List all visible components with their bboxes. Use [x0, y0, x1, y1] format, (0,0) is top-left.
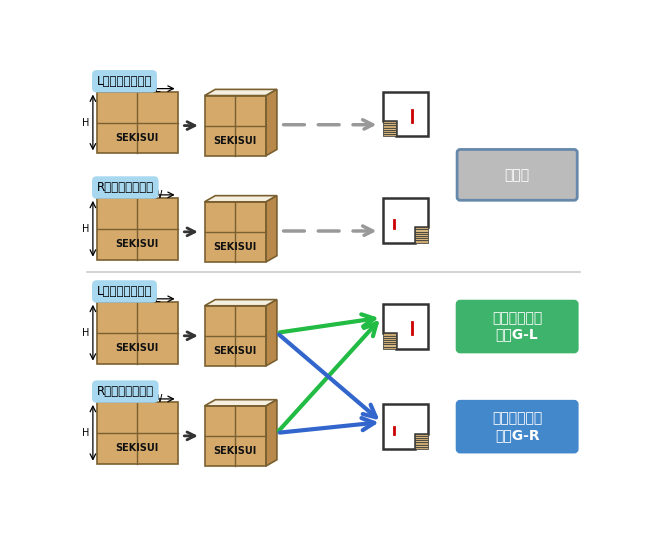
Bar: [383, 347, 396, 349]
Polygon shape: [205, 406, 266, 466]
Polygon shape: [383, 304, 428, 349]
Text: H: H: [83, 224, 90, 234]
Polygon shape: [205, 96, 266, 156]
Bar: [415, 238, 428, 240]
Text: W: W: [153, 394, 162, 404]
Bar: [415, 227, 428, 229]
Polygon shape: [205, 300, 277, 306]
Text: 従来機: 従来機: [504, 168, 530, 182]
Polygon shape: [97, 302, 177, 364]
Polygon shape: [383, 198, 428, 242]
Bar: [383, 130, 396, 132]
Bar: [383, 338, 396, 340]
Text: SEKISUI: SEKISUI: [214, 242, 257, 252]
Bar: [415, 232, 428, 234]
Text: SEKISUI: SEKISUI: [116, 133, 159, 143]
Bar: [383, 342, 396, 345]
Text: SEKISUI: SEKISUI: [214, 346, 257, 356]
FancyBboxPatch shape: [457, 301, 577, 352]
Text: L: L: [155, 294, 160, 304]
Text: SEKISUI: SEKISUI: [116, 443, 159, 453]
Bar: [383, 336, 396, 338]
Bar: [415, 434, 428, 436]
Text: H: H: [83, 428, 90, 438]
Text: L型箱・左起こし: L型箱・左起こし: [97, 75, 152, 88]
FancyBboxPatch shape: [457, 150, 577, 200]
Bar: [383, 123, 396, 126]
FancyBboxPatch shape: [457, 401, 577, 452]
Text: H: H: [83, 328, 90, 338]
Bar: [415, 442, 428, 444]
Text: ワークメイト
２３G-L: ワークメイト ２３G-L: [492, 311, 542, 342]
Polygon shape: [205, 90, 277, 96]
Bar: [383, 134, 396, 136]
Polygon shape: [266, 90, 277, 156]
Text: L: L: [114, 394, 120, 404]
Bar: [415, 444, 428, 447]
Polygon shape: [266, 400, 277, 466]
Bar: [415, 447, 428, 449]
Bar: [383, 334, 396, 336]
Text: SEKISUI: SEKISUI: [116, 239, 159, 249]
Bar: [383, 126, 396, 128]
Bar: [415, 234, 428, 236]
Polygon shape: [97, 198, 177, 259]
Bar: [415, 436, 428, 438]
Text: R型箱・右起こし: R型箱・右起こし: [97, 385, 154, 398]
Text: SEKISUI: SEKISUI: [214, 135, 257, 146]
Polygon shape: [205, 202, 266, 262]
Bar: [415, 229, 428, 232]
Polygon shape: [383, 92, 428, 136]
Text: SEKISUI: SEKISUI: [116, 343, 159, 353]
Bar: [415, 240, 428, 242]
Text: L型箱・左起こし: L型箱・左起こし: [97, 285, 152, 298]
Text: W: W: [153, 190, 162, 200]
Polygon shape: [383, 405, 428, 449]
Bar: [383, 340, 396, 342]
Text: L: L: [155, 84, 160, 94]
Polygon shape: [266, 300, 277, 366]
Bar: [415, 236, 428, 238]
Text: W: W: [112, 294, 122, 304]
Bar: [383, 121, 396, 123]
Polygon shape: [205, 400, 277, 406]
Text: H: H: [83, 117, 90, 128]
Bar: [415, 438, 428, 440]
Bar: [383, 128, 396, 130]
Bar: [415, 440, 428, 442]
Polygon shape: [266, 195, 277, 262]
Text: ワークメイト
２３G-R: ワークメイト ２３G-R: [492, 412, 542, 442]
Bar: [383, 345, 396, 347]
Text: R型箱・右起こし: R型箱・右起こし: [97, 181, 154, 194]
Polygon shape: [97, 402, 177, 464]
Text: L: L: [114, 190, 120, 200]
Text: SEKISUI: SEKISUI: [214, 446, 257, 456]
Polygon shape: [97, 92, 177, 153]
Bar: [383, 132, 396, 134]
Polygon shape: [205, 306, 266, 366]
Text: W: W: [112, 84, 122, 94]
Polygon shape: [205, 195, 277, 202]
